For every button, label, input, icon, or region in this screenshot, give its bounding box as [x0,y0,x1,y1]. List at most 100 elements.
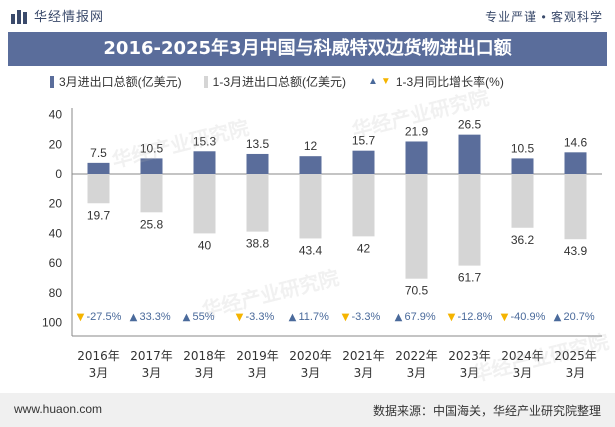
x-tick-label-year: 2022年 [395,349,438,363]
growth-up-marker: ▲ [183,312,191,323]
growth-down-marker: ▼ [448,312,456,323]
x-tick-label-year: 2024年 [501,349,544,363]
bar-cumulative-label: 38.8 [246,237,270,251]
bar-monthly [246,153,269,174]
x-tick-label-month: 3月 [248,366,268,380]
bar-cumulative [352,174,375,237]
growth-label: 33.3% [140,311,171,323]
bar-cumulative-label: 61.7 [458,271,482,285]
bar-monthly-label: 14.6 [564,135,588,149]
bar-cumulative-label: 43.4 [299,243,323,257]
y-tick-label: 60 [49,256,63,270]
triangle-up-icon: ▲ [368,76,378,87]
bar-monthly [405,141,428,174]
bar-monthly-label: 15.3 [193,134,217,148]
bar-cumulative [299,174,322,239]
triangle-down-icon: ▼ [380,76,391,87]
bar-cumulative-label: 25.8 [140,217,164,231]
bar-monthly-label: 26.5 [458,118,482,132]
growth-label: -12.8% [458,311,493,323]
bar-monthly [564,152,587,174]
footer-source: 数据来源：中国海关，华经产业研究院整理 [372,404,601,418]
growth-label: -3.3% [246,311,275,323]
legend-label-monthly: 3月进出口总额(亿美元) [59,75,182,89]
legend-label-growth: 1-3月同比增长率(%) [395,75,504,89]
bar-monthly-label: 12 [304,139,318,153]
x-tick-label-year: 2019年 [236,349,279,363]
tagline: 专业严谨 • 客观科学 [485,10,603,24]
bar-cumulative [405,174,428,279]
x-tick-label-month: 3月 [354,366,374,380]
bar-cumulative [246,174,269,232]
y-tick-label: 20 [49,197,63,211]
logo-text: 华经情报网 [34,9,105,24]
x-tick-label-month: 3月 [195,366,215,380]
x-tick-label-month: 3月 [301,366,321,380]
logo[interactable]: 华经情报网 [10,6,104,25]
footer-website-link[interactable]: www.huaon.com [14,402,103,416]
bar-cumulative-label: 19.7 [87,208,111,222]
x-tick-label-year: 2025年 [554,349,597,363]
bar-cumulative [511,174,534,228]
x-tick-label-month: 3月 [513,366,533,380]
legend-swatch-monthly [50,75,54,88]
bar-cumulative [193,174,216,234]
legend-swatch-cumulative [203,75,208,88]
x-tick-label-month: 3月 [142,366,162,380]
bar-monthly-label: 7.5 [90,146,107,160]
bar-cumulative [458,174,481,266]
bar-cumulative-label: 42 [357,241,371,255]
bar-monthly [511,158,534,174]
bar-monthly [458,134,481,174]
x-tick-label-year: 2020年 [289,349,332,363]
y-tick-label: 0 [55,167,62,181]
bar-monthly [87,162,110,174]
bar-cumulative-label: 40 [198,238,212,252]
y-tick-label: 40 [49,108,63,122]
x-tick-label-month: 3月 [566,366,586,380]
bar-cumulative [140,174,163,213]
bar-cumulative-label: 70.5 [405,284,429,298]
bar-chart-logo-icon [11,9,27,24]
y-tick-label: 20 [49,137,63,151]
y-tick-label: 40 [49,226,63,240]
bar-cumulative-label: 43.9 [564,244,588,258]
legend-item-cumulative: 1-3月进出口总额(亿美元) [203,73,347,90]
bar-monthly-label: 15.7 [352,134,376,148]
bar-cumulative [87,174,110,204]
growth-label: 20.7% [564,311,595,323]
x-tick-label-year: 2017年 [130,349,173,363]
bar-monthly-label: 10.5 [511,141,535,155]
bar-monthly [352,150,375,174]
x-tick-label-month: 3月 [460,366,480,380]
growth-label: 11.7% [299,311,330,323]
growth-label: -27.5% [87,311,122,323]
x-tick-label-month: 3月 [89,366,109,380]
growth-down-marker: ▼ [236,312,244,323]
growth-up-marker: ▲ [395,312,403,323]
bar-monthly [193,151,216,174]
x-tick-label-year: 2023年 [448,349,491,363]
bar-monthly [140,158,163,174]
growth-label: 55% [193,311,215,323]
growth-up-marker: ▲ [554,312,562,323]
growth-up-marker: ▲ [289,312,297,323]
top-bar: 华经情报网 专业严谨 • 客观科学 [0,0,615,30]
legend-label-cumulative: 1-3月进出口总额(亿美元) [212,75,347,89]
footer: www.huaon.com 数据来源：中国海关，华经产业研究院整理 [0,393,615,427]
bar-monthly [299,156,322,174]
growth-down-marker: ▼ [501,312,509,323]
growth-down-marker: ▼ [342,312,350,323]
bar-monthly-label: 13.5 [246,137,270,151]
bar-cumulative [564,174,587,240]
bar-monthly-label: 10.5 [140,141,164,155]
x-tick-label-month: 3月 [407,366,427,380]
growth-up-marker: ▲ [130,312,138,323]
growth-label: -40.9% [511,311,546,323]
x-tick-label-year: 2016年 [77,349,120,363]
bar-monthly-label: 21.9 [405,124,429,138]
growth-label: 67.9% [405,311,436,323]
chart-title: 2016-2025年3月中国与科威特双边货物进出口额 [8,32,607,66]
